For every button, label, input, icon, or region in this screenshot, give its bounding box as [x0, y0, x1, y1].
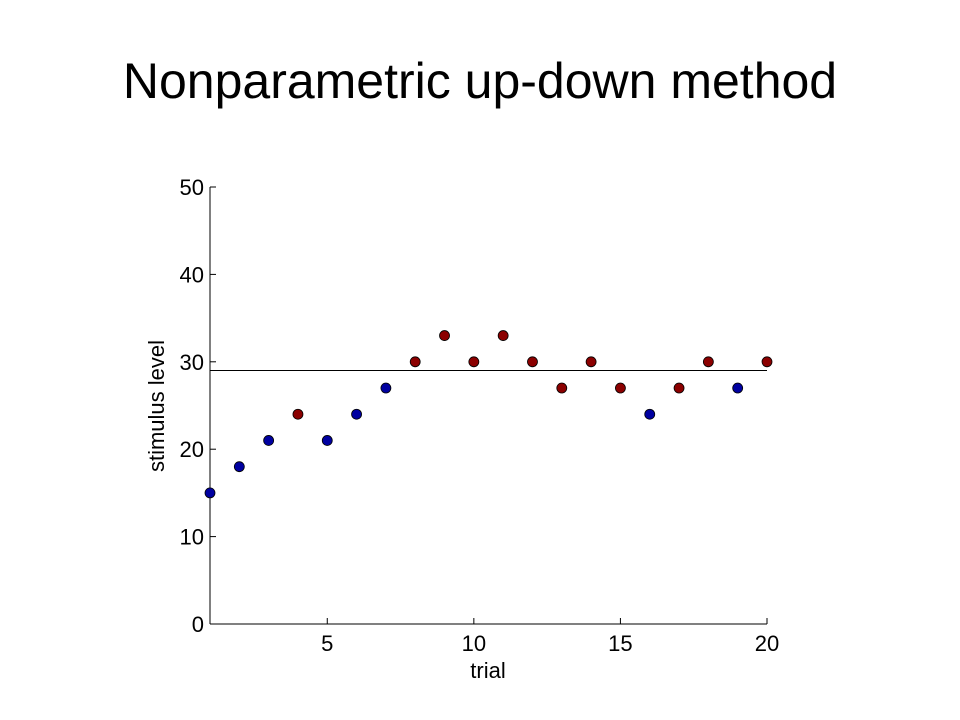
- data-point-blue: [204, 487, 216, 499]
- y-tick-label: 20: [180, 437, 204, 462]
- y-tick-label: 50: [180, 175, 204, 200]
- data-point-red: [409, 356, 421, 368]
- data-point-blue: [380, 382, 392, 394]
- x-axis: 5 10 15 20: [210, 618, 779, 656]
- data-point-blue: [351, 408, 362, 420]
- data-point-red: [556, 382, 568, 394]
- data-point-red: [292, 408, 304, 420]
- x-tick-label: 20: [755, 631, 779, 656]
- data-point-red: [468, 356, 480, 368]
- y-tick-label: 30: [180, 350, 204, 375]
- data-point-blue: [321, 435, 333, 446]
- data-point-red: [615, 382, 626, 394]
- y-axis-label: stimulus level: [144, 340, 169, 472]
- data-point-blue: [732, 382, 744, 394]
- data-point-red: [761, 356, 773, 368]
- x-tick-label: 5: [321, 631, 333, 656]
- y-axis: 0 10 20 30 40 50: [180, 175, 216, 637]
- y-tick-label: 10: [180, 525, 204, 550]
- y-tick-label: 0: [192, 612, 204, 637]
- data-points: [204, 330, 773, 499]
- x-axis-label: trial: [470, 658, 505, 683]
- data-point-blue: [233, 461, 245, 473]
- data-point-blue: [263, 435, 275, 446]
- data-point-red: [497, 330, 509, 341]
- x-tick-label: 10: [462, 631, 486, 656]
- data-point-blue: [644, 408, 656, 420]
- data-point-red: [585, 356, 597, 368]
- data-point-red: [439, 330, 450, 341]
- y-tick-label: 40: [180, 262, 204, 287]
- data-point-red: [673, 382, 685, 394]
- data-point-red: [527, 356, 538, 368]
- slide-title: Nonparametric up-down method: [122, 53, 838, 109]
- data-point-red: [702, 356, 714, 368]
- x-tick-label: 15: [608, 631, 632, 656]
